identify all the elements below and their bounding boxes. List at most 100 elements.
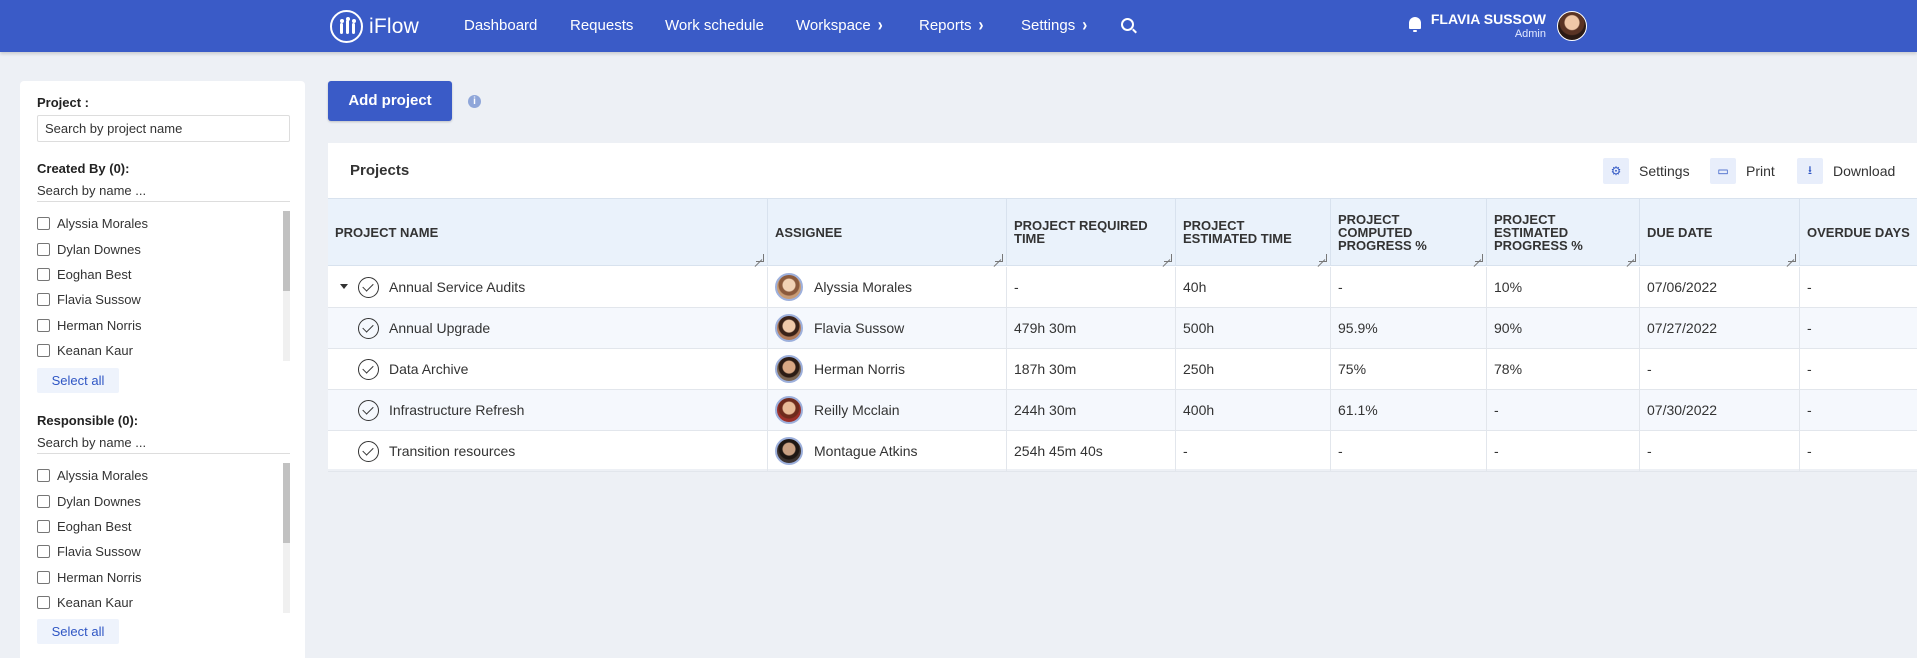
nav-dashboard[interactable]: Dashboard: [464, 17, 538, 34]
checkbox[interactable]: [37, 267, 50, 281]
checkbox[interactable]: [37, 519, 50, 533]
app-logo[interactable]: iFlow: [330, 10, 419, 43]
column-header-computed-progress[interactable]: PROJECT COMPUTED PROGRESS %: [1331, 199, 1487, 265]
list-item[interactable]: Eoghan Best: [37, 514, 290, 539]
check-circle-icon[interactable]: [358, 276, 379, 298]
settings-button[interactable]: ⚙ Settings: [1603, 156, 1690, 186]
list-item[interactable]: Keanan Kaur: [37, 590, 290, 613]
person-name: Eoghan Best: [57, 266, 132, 282]
nav-reports[interactable]: Reports ›: [919, 15, 984, 35]
responsible-select-all-button[interactable]: Select all: [37, 619, 119, 644]
checkbox[interactable]: [37, 570, 50, 584]
person-name: Flavia Sussow: [57, 292, 141, 308]
list-item[interactable]: Alyssia Morales: [37, 463, 290, 488]
column-label: OVERDUE DAYS: [1807, 224, 1910, 240]
download-button[interactable]: ⭳ Download: [1797, 156, 1895, 186]
resize-handle-icon[interactable]: [1319, 254, 1327, 262]
panel-title: Projects: [350, 162, 410, 179]
person-name: Keanan Kaur: [57, 343, 133, 359]
resize-handle-icon[interactable]: [995, 254, 1003, 262]
list-item[interactable]: Dylan Downes: [37, 488, 290, 513]
caret-down-icon[interactable]: [340, 284, 348, 289]
list-item[interactable]: Flavia Sussow: [37, 287, 290, 312]
check-circle-icon[interactable]: [358, 399, 379, 421]
list-item[interactable]: Alyssia Morales: [37, 211, 290, 236]
column-header-due-date[interactable]: DUE DATE: [1640, 199, 1800, 265]
checkbox[interactable]: [37, 469, 50, 483]
list-item[interactable]: Flavia Sussow: [37, 539, 290, 564]
column-label: PROJECT ESTIMATED PROGRESS %: [1494, 211, 1583, 253]
resize-handle-icon[interactable]: [1164, 254, 1172, 262]
list-item[interactable]: Dylan Downes: [37, 236, 290, 261]
nav-settings[interactable]: Settings ›: [1021, 15, 1087, 35]
print-button[interactable]: ▭ Print: [1710, 156, 1775, 186]
checkbox[interactable]: [37, 217, 50, 231]
brand-name: iFlow: [369, 14, 420, 38]
user-name[interactable]: FLAVIA SUSSOW: [1430, 11, 1546, 27]
column-header-estimated-progress[interactable]: PROJECT ESTIMATED PROGRESS %: [1487, 199, 1640, 265]
estimated-time-cell: 500h: [1176, 308, 1331, 348]
resize-handle-icon[interactable]: [1475, 254, 1483, 262]
resize-handle-icon[interactable]: [1628, 254, 1636, 262]
column-header-overdue-days[interactable]: OVERDUE DAYS: [1800, 199, 1917, 265]
created-by-select-all-button[interactable]: Select all: [37, 368, 119, 393]
table-row[interactable]: Annual Upgrade Flavia Sussow 479h 30m 50…: [328, 308, 1917, 349]
required-time-cell: 254h 45m 40s: [1007, 431, 1176, 471]
estimated-progress-cell: -: [1487, 431, 1640, 471]
assignee-name: Flavia Sussow: [814, 320, 905, 336]
search-icon[interactable]: [1121, 18, 1134, 31]
responsible-scrollbar[interactable]: [283, 463, 290, 613]
bell-icon[interactable]: [1409, 17, 1421, 32]
nav-requests[interactable]: Requests: [570, 17, 634, 34]
list-item[interactable]: Herman Norris: [37, 313, 290, 338]
nav-workspace[interactable]: Workspace ›: [796, 15, 883, 35]
checkbox[interactable]: [37, 318, 50, 332]
info-icon[interactable]: i: [468, 95, 481, 108]
checkbox[interactable]: [37, 545, 50, 559]
list-item[interactable]: Keanan Kaur: [37, 338, 290, 361]
table-row[interactable]: Data Archive Herman Norris 187h 30m 250h…: [328, 349, 1917, 390]
project-name-cell[interactable]: Transition resources: [328, 431, 768, 471]
checkbox[interactable]: [37, 242, 50, 256]
assignee-name: Herman Norris: [814, 361, 906, 377]
checkbox[interactable]: [37, 293, 50, 307]
user-avatar[interactable]: [1557, 11, 1587, 41]
checkbox[interactable]: [37, 596, 50, 610]
assignee-cell: Reilly Mcclain: [768, 390, 1007, 430]
project-name-cell[interactable]: Data Archive: [328, 349, 768, 389]
table-row[interactable]: Transition resources Montague Atkins 254…: [328, 431, 1917, 472]
list-item[interactable]: Herman Norris: [37, 565, 290, 590]
person-name: Alyssia Morales: [57, 216, 149, 232]
column-header-required-time[interactable]: PROJECT REQUIRED TIME: [1007, 199, 1176, 265]
person-name: Herman Norris: [57, 317, 142, 333]
created-by-search-input[interactable]: [37, 179, 290, 202]
check-circle-icon[interactable]: [358, 358, 379, 380]
resize-handle-icon[interactable]: [756, 254, 764, 262]
checkbox[interactable]: [37, 494, 50, 508]
nav-work-schedule[interactable]: Work schedule: [665, 17, 764, 34]
checkbox[interactable]: [37, 344, 50, 358]
check-circle-icon[interactable]: [358, 440, 379, 462]
resize-handle-icon[interactable]: [1788, 254, 1796, 262]
project-name-cell[interactable]: Annual Service Audits: [328, 267, 768, 307]
computed-progress-cell: 75%: [1331, 349, 1487, 389]
check-circle-icon[interactable]: [358, 317, 379, 339]
list-item[interactable]: Eoghan Best: [37, 262, 290, 287]
column-header-estimated-time[interactable]: PROJECT ESTIMATED TIME: [1176, 199, 1331, 265]
column-header-assignee[interactable]: ASSIGNEE: [768, 199, 1007, 265]
project-search-input[interactable]: [37, 115, 290, 142]
created-by-scrollbar[interactable]: [283, 211, 290, 361]
responsible-search-input[interactable]: [37, 431, 290, 454]
project-name: Annual Upgrade: [389, 320, 491, 336]
due-date-cell: -: [1640, 349, 1800, 389]
column-label: DUE DATE: [1647, 224, 1713, 240]
project-name-cell[interactable]: Infrastructure Refresh: [328, 390, 768, 430]
estimated-time-cell: 40h: [1176, 267, 1331, 307]
add-project-button[interactable]: Add project: [328, 81, 452, 121]
avatar: [775, 314, 803, 342]
column-header-project-name[interactable]: PROJECT NAME: [328, 199, 768, 265]
nav-reports-label: Reports: [919, 17, 972, 34]
table-row[interactable]: Annual Service Audits Alyssia Morales - …: [328, 267, 1917, 308]
table-row[interactable]: Infrastructure Refresh Reilly Mcclain 24…: [328, 390, 1917, 431]
project-name-cell[interactable]: Annual Upgrade: [328, 308, 768, 348]
